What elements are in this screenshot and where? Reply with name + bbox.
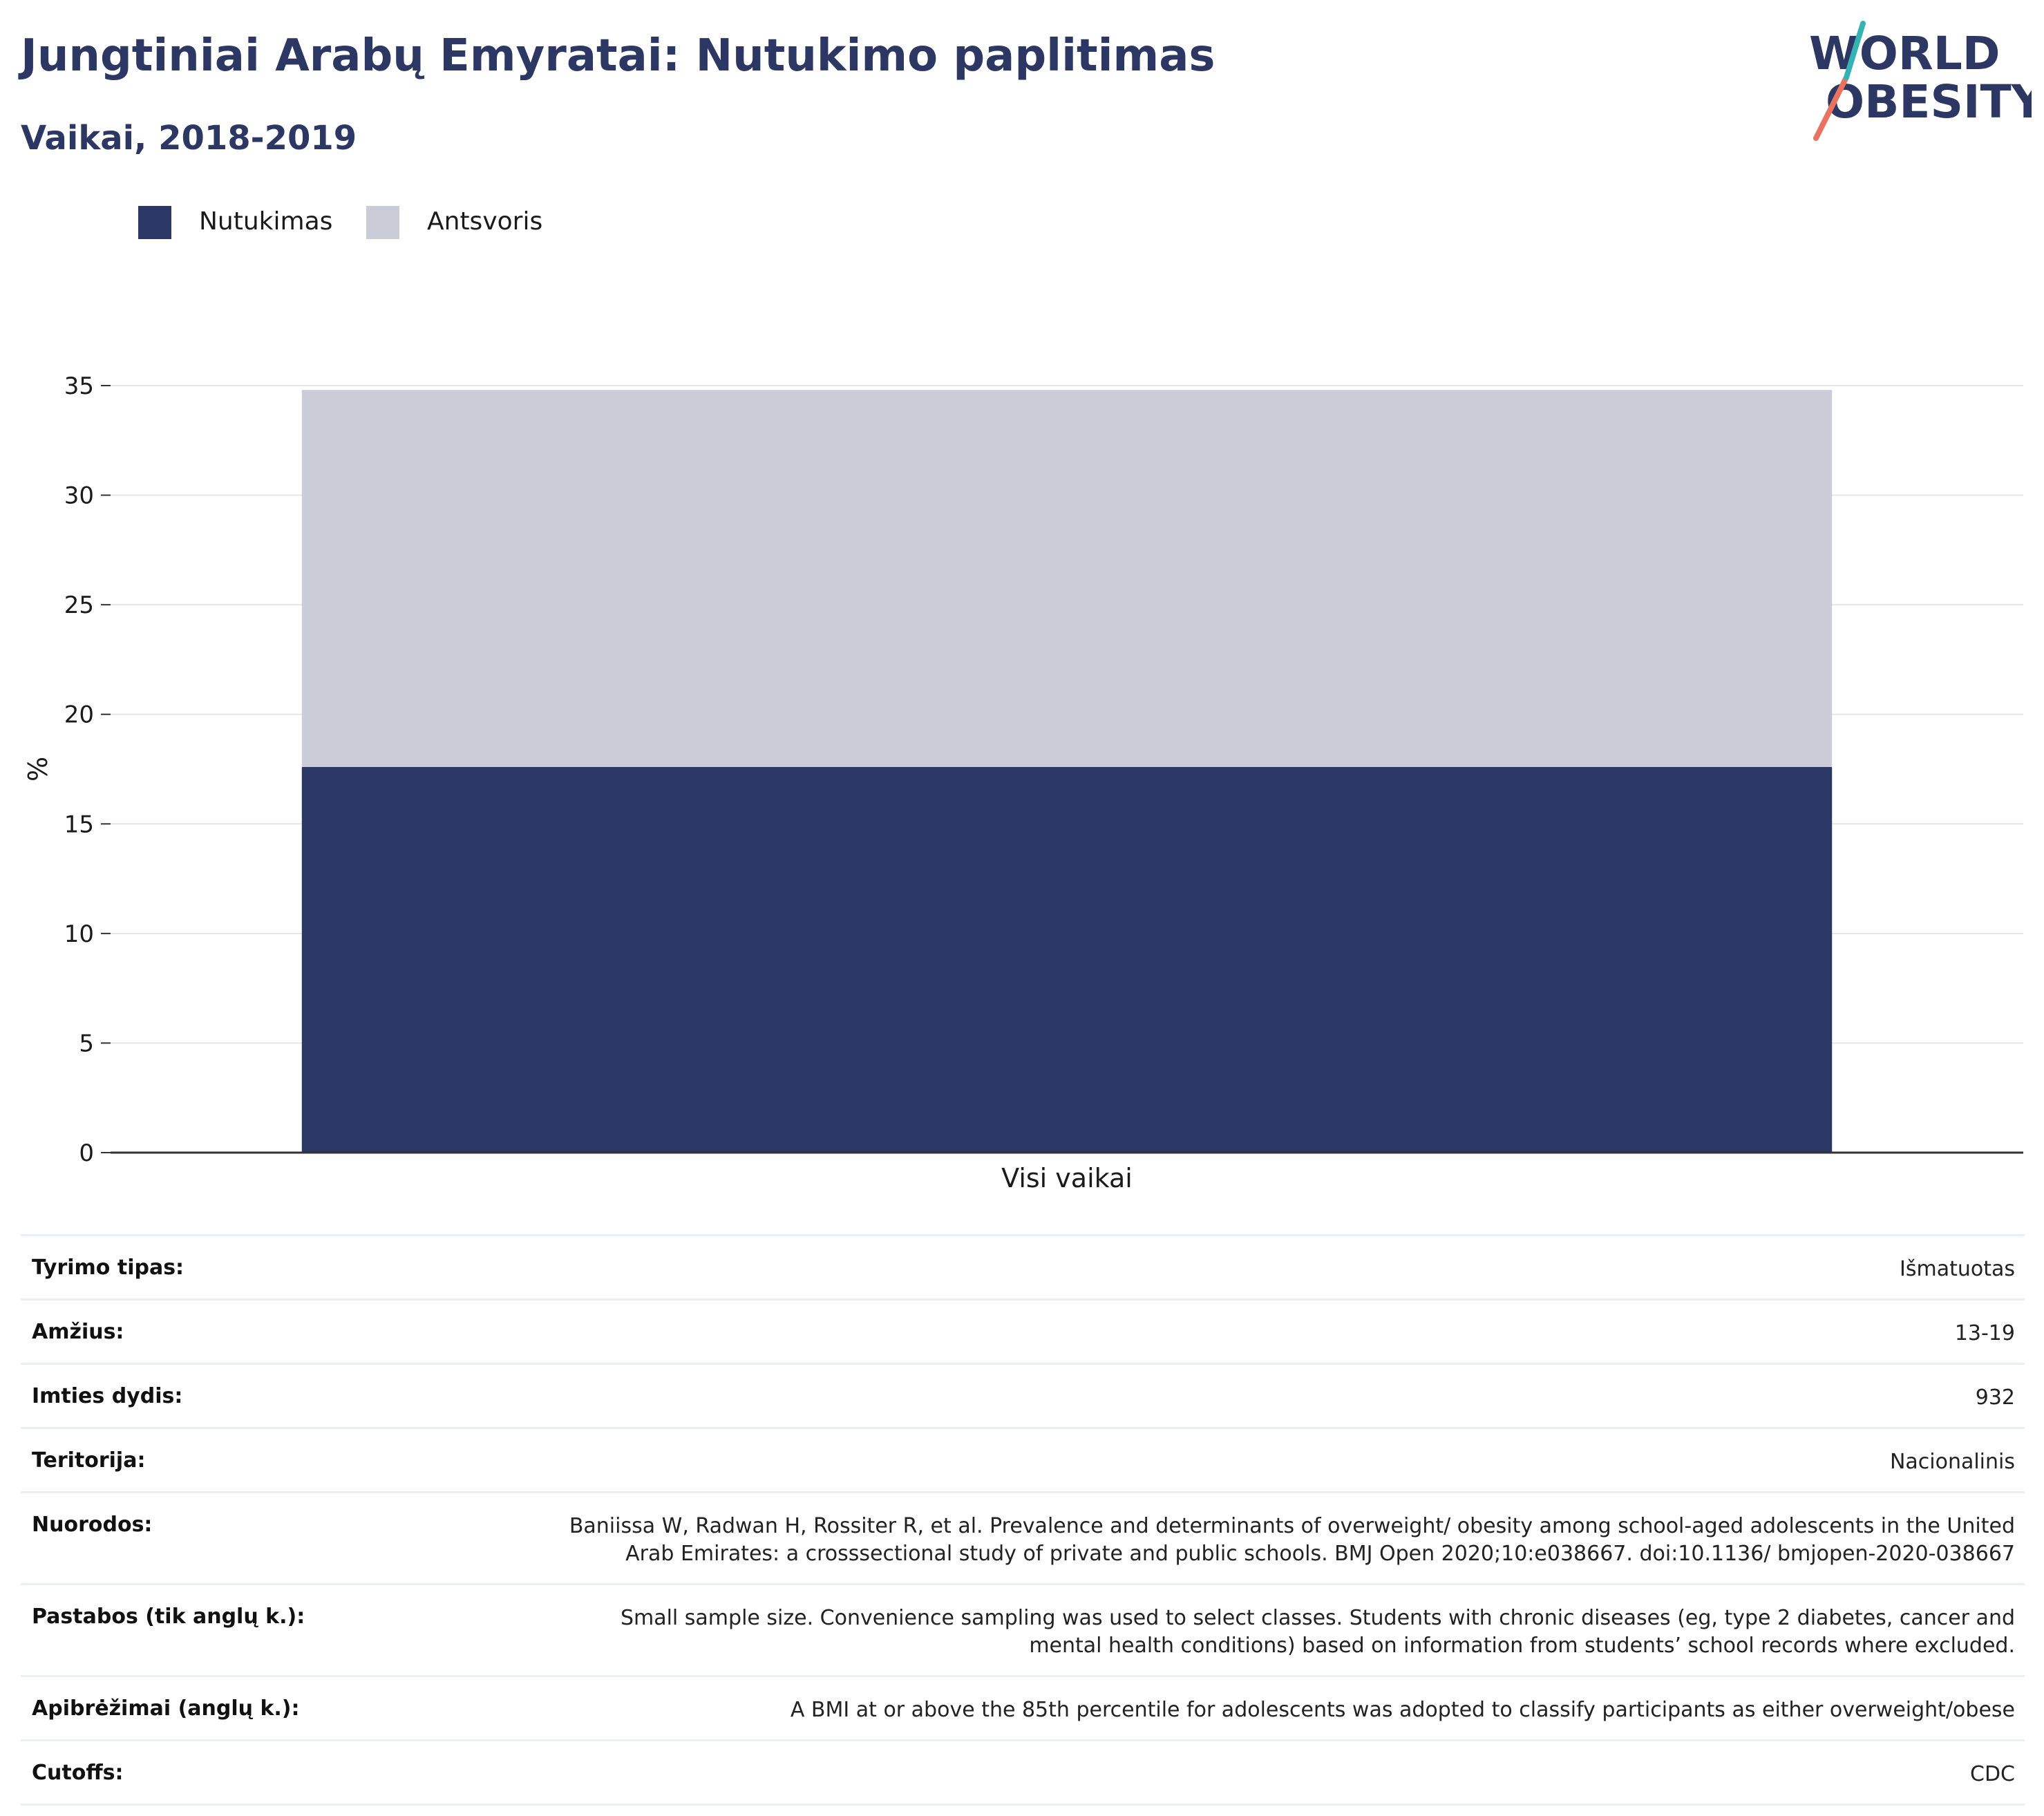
- y-tick-label: 35: [64, 372, 94, 400]
- details-value: Nacionalinis: [1889, 1450, 2015, 1474]
- world-obesity-logo: WORLD OBESITY: [1809, 21, 2032, 141]
- y-tick-label: 5: [79, 1030, 94, 1057]
- details-value: Baniissa W, Radwan H, Rossiter R, et al.…: [569, 1514, 2015, 1566]
- details-row: Tyrimo tipas: Išmatuotas: [21, 1234, 2025, 1298]
- y-tick-label: 30: [64, 482, 94, 510]
- logo-line1: WORLD: [1809, 27, 2000, 80]
- details-row: Amžius: 13-19: [21, 1298, 2025, 1363]
- logo-slash-teal: [1844, 21, 1866, 80]
- legend-label-overweight: Antsvoris: [427, 207, 543, 236]
- y-axis-label: %: [23, 757, 53, 782]
- page-subtitle: Vaikai, 2018-2019: [21, 119, 357, 158]
- study-details-table: Tyrimo tipas: Išmatuotas Amžius: 13-19 Imtie…: [21, 1234, 2025, 1806]
- details-value: 13-19: [1954, 1321, 2015, 1345]
- details-value: A BMI at or above the 85th percentile fo…: [790, 1698, 2015, 1722]
- details-label: Tyrimo tipas:: [32, 1256, 184, 1280]
- details-label: Teritorija:: [32, 1448, 146, 1473]
- legend-label-obesity: Nutukimas: [199, 207, 333, 236]
- details-value: Small sample size. Convenience sampling …: [620, 1606, 2015, 1658]
- details-row: Imties dydis: 932: [21, 1363, 2025, 1427]
- y-tick-label: 10: [64, 920, 94, 948]
- details-value: CDC: [1970, 1762, 2015, 1786]
- logo-line2: OBESITY: [1826, 75, 2032, 129]
- y-tick-label: 15: [64, 811, 94, 838]
- legend-swatch-overweight: [366, 206, 399, 239]
- details-value: Išmatuotas: [1900, 1257, 2015, 1281]
- logo-slash-coral: [1813, 75, 1849, 141]
- details-row: Teritorija: Nacionalinis: [21, 1427, 2025, 1491]
- details-label: Cutoffs:: [32, 1761, 124, 1785]
- y-tick-label: 25: [64, 592, 94, 619]
- bar-segment-overweight: [301, 390, 1833, 767]
- details-label: Amžius:: [32, 1320, 124, 1344]
- page-title: Jungtiniai Arabų Emyratai: Nutukimo papl…: [21, 30, 1215, 82]
- y-tick-label: 0: [79, 1139, 94, 1167]
- details-label: Imties dydis:: [32, 1384, 183, 1408]
- details-row: Nuorodos: Baniissa W, Radwan H, Rossiter …: [21, 1491, 2025, 1583]
- bar-segment-obesity: [301, 766, 1833, 1153]
- details-row: Pastabos (tik anglų k.): Small sample siz…: [21, 1583, 2025, 1675]
- details-label: Apibrėžimai (anglų k.):: [32, 1696, 300, 1721]
- details-row: Apibrėžimai (anglų k.): A BMI at or above…: [21, 1675, 2025, 1739]
- details-value: 932: [1975, 1385, 2015, 1410]
- details-row: Cutoffs: CDC: [21, 1739, 2025, 1806]
- legend-swatch-obesity: [138, 206, 171, 239]
- details-label: Nuorodos:: [32, 1513, 153, 1537]
- x-category-label: Visi vaikai: [1001, 1163, 1133, 1193]
- details-label: Pastabos (tik anglų k.):: [32, 1605, 305, 1629]
- y-tick-label: 20: [64, 701, 94, 729]
- bar-chart: 0 5 10 15 20 25 30 35% Visi vaikai: [23, 372, 2023, 1193]
